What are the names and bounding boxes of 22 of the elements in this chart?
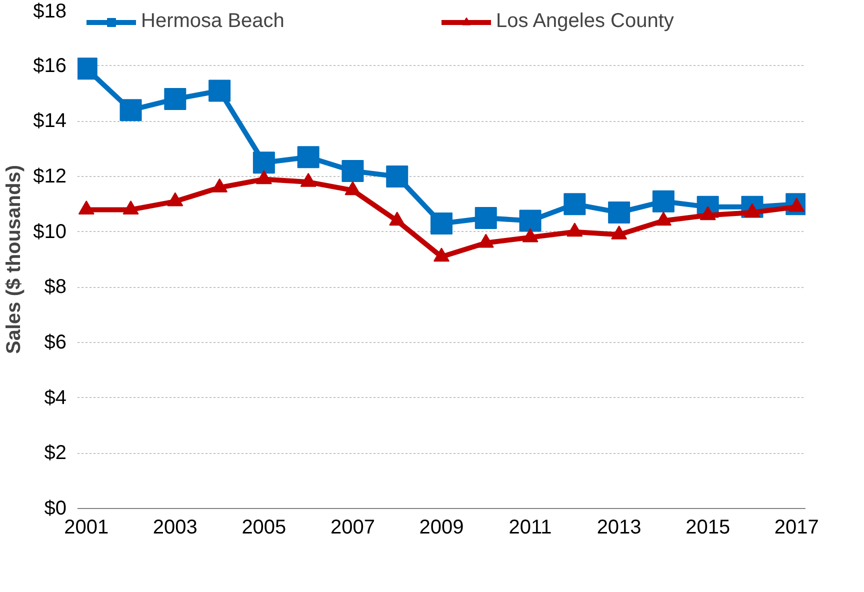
y-tick-label: $14	[33, 110, 67, 132]
x-tick-label: 2001	[64, 516, 109, 538]
y-tick-label: $16	[33, 54, 67, 77]
y-tick-label: $8	[44, 276, 67, 298]
y-axis-title: Sales ($ thousands)	[3, 165, 26, 354]
y-tick-label: $10	[33, 220, 67, 243]
legend-label: Los Angeles County	[496, 10, 675, 33]
y-tick-label: $4	[44, 386, 67, 409]
y-tick-label: $12	[33, 166, 67, 188]
x-tick-label: 2015	[686, 516, 730, 538]
x-tick-label: 2013	[596, 516, 642, 538]
x-tick-label: 2011	[508, 516, 552, 538]
x-tick-label: 2009	[419, 516, 464, 538]
y-tick-label: $18	[33, 0, 67, 22]
x-tick-label: 2005	[242, 516, 286, 538]
y-tick-label: $2	[44, 442, 67, 464]
y-tick-label: $0	[44, 498, 67, 520]
y-tick-label: $6	[44, 332, 67, 354]
x-tick-label: 2007	[330, 516, 375, 538]
x-tick-label: 2017	[774, 516, 819, 538]
legend-label: Hermosa Beach	[141, 10, 286, 33]
x-tick-label: 2003	[152, 516, 198, 538]
